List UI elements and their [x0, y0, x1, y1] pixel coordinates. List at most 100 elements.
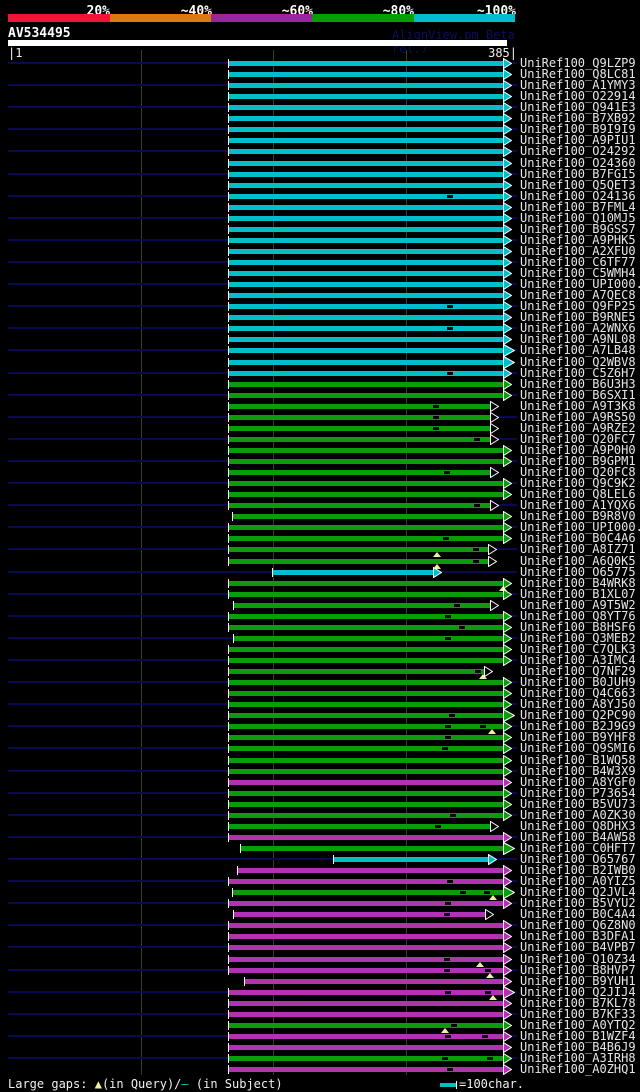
alignment-bar[interactable]: [229, 1055, 503, 1061]
hit-label[interactable]: UniRef100_C7QLK3: [520, 641, 636, 656]
hit-label[interactable]: UniRef100_Q4C663: [520, 686, 636, 701]
hit-label[interactable]: UniRef100_C0HFT7: [520, 840, 636, 855]
alignment-bar[interactable]: [229, 326, 503, 332]
hit-label[interactable]: UniRef100_A9P0H0: [520, 442, 636, 457]
alignment-bar[interactable]: [229, 746, 503, 752]
hit-label[interactable]: UniRef100_A9PIU1: [520, 133, 636, 148]
hit-label[interactable]: UniRef100_Q9LZP9: [520, 56, 636, 70]
hit-label[interactable]: UniRef100_Q3MEB2: [520, 630, 636, 645]
alignment-bar[interactable]: [238, 868, 503, 873]
alignment-bar[interactable]: [229, 1000, 503, 1006]
alignment-bar[interactable]: [234, 635, 503, 641]
alignment-bar[interactable]: [229, 801, 503, 807]
alignment-bar[interactable]: [229, 271, 503, 276]
alignment-bar[interactable]: [229, 580, 503, 586]
alignment-bar[interactable]: [229, 1044, 503, 1050]
hit-label[interactable]: UniRef100_B7KF33: [520, 1006, 636, 1021]
hit-label[interactable]: UniRef100_Q941E3: [520, 100, 636, 115]
hit-label[interactable]: UniRef100_B2J9G9: [520, 719, 636, 734]
alignment-bar[interactable]: [229, 127, 503, 133]
alignment-bar[interactable]: [229, 116, 503, 122]
hit-label[interactable]: UniRef100_P73654: [520, 785, 636, 800]
hit-label[interactable]: UniRef100_A8IZ71: [520, 542, 636, 557]
alignment-bar[interactable]: [229, 105, 503, 111]
alignment-bar[interactable]: [229, 658, 503, 663]
hit-label[interactable]: UniRef100_A9T5W2: [520, 597, 636, 612]
hit-label[interactable]: UniRef100_Q20FC8: [520, 465, 636, 479]
alignment-bar[interactable]: [229, 392, 503, 398]
alignment-bar[interactable]: [229, 193, 503, 199]
alignment-bar[interactable]: [229, 459, 503, 464]
alignment-bar[interactable]: [229, 956, 503, 962]
alignment-bar[interactable]: [229, 591, 503, 597]
hit-label[interactable]: UniRef100_UPI000..: [520, 520, 640, 535]
alignment-bar[interactable]: [229, 669, 484, 674]
hit-label[interactable]: UniRef100_A3IRH8: [520, 1050, 636, 1065]
alignment-bar[interactable]: [229, 735, 503, 741]
alignment-bar[interactable]: [229, 923, 503, 929]
hit-label[interactable]: UniRef100_A8YGF0: [520, 774, 636, 789]
alignment-bar[interactable]: [229, 315, 503, 321]
hit-label[interactable]: UniRef100_B9R8V0: [520, 509, 636, 524]
alignment-bar[interactable]: [229, 757, 503, 763]
alignment-bar[interactable]: [229, 160, 503, 166]
hit-label[interactable]: UniRef100_B7FML4: [520, 199, 636, 214]
hit-label[interactable]: UniRef100_A7LB48: [520, 343, 636, 358]
hit-label[interactable]: UniRef100_A0ZHQ1: [520, 1062, 636, 1076]
hit-label[interactable]: UniRef100_Q10MJ5: [520, 210, 636, 225]
alignment-bar[interactable]: [229, 348, 503, 354]
alignment-bar[interactable]: [229, 226, 503, 232]
hit-label[interactable]: UniRef100_Q2WBV8: [520, 354, 636, 369]
hit-label[interactable]: UniRef100_Q20FC7: [520, 431, 636, 446]
alignment-bar[interactable]: [229, 72, 503, 78]
hit-label[interactable]: UniRef100_A2XFU0: [520, 243, 636, 258]
hit-label[interactable]: UniRef100_A0YTQ2: [520, 1017, 636, 1032]
alignment-bar[interactable]: [229, 823, 490, 829]
hit-label[interactable]: UniRef100_B4AW58: [520, 829, 636, 844]
hit-label[interactable]: UniRef100_Q9C9K2: [520, 476, 636, 491]
hit-label[interactable]: UniRef100_B7FGI5: [520, 166, 636, 181]
hit-label[interactable]: UniRef100_Q8YT76: [520, 608, 636, 623]
hit-label[interactable]: UniRef100_O22914: [520, 89, 636, 104]
alignment-bar[interactable]: [229, 901, 503, 907]
alignment-bar[interactable]: [229, 94, 503, 100]
hit-label[interactable]: UniRef100_B4W3X9: [520, 763, 636, 778]
alignment-bar[interactable]: [229, 237, 503, 243]
alignment-bar[interactable]: [233, 890, 503, 896]
hit-label[interactable]: UniRef100_C5Z6H7: [520, 365, 636, 380]
hit-label[interactable]: UniRef100_B9GPM1: [520, 454, 636, 468]
alignment-bar[interactable]: [229, 149, 503, 155]
alignment-bar[interactable]: [229, 812, 503, 818]
alignment-bar[interactable]: [229, 182, 503, 188]
alignment-bar[interactable]: [273, 569, 433, 575]
hit-label[interactable]: UniRef100_B2IWB0: [520, 863, 636, 877]
hit-label[interactable]: UniRef100_Q8LEL6: [520, 487, 636, 502]
alignment-bar[interactable]: [229, 481, 503, 487]
hit-label[interactable]: UniRef100_A6Q0K5: [520, 553, 636, 568]
alignment-bar[interactable]: [229, 215, 503, 221]
alignment-bar[interactable]: [229, 624, 503, 630]
hit-label[interactable]: UniRef100_Q2JIJ4: [520, 984, 636, 999]
alignment-bar[interactable]: [229, 691, 503, 697]
alignment-bar[interactable]: [229, 1067, 503, 1072]
hit-label[interactable]: UniRef100_Q5QET3: [520, 177, 636, 192]
alignment-bar[interactable]: [229, 414, 490, 420]
hit-label[interactable]: UniRef100_O24136: [520, 188, 636, 203]
hit-label[interactable]: UniRef100_O65775: [520, 564, 636, 579]
hit-label[interactable]: UniRef100_A8YJ50: [520, 697, 636, 712]
hit-label[interactable]: UniRef100_B4VPB7: [520, 940, 636, 955]
alignment-bar[interactable]: [234, 912, 485, 918]
alignment-bar[interactable]: [229, 470, 490, 475]
alignment-bar[interactable]: [229, 248, 503, 254]
hit-label[interactable]: UniRef100_A9T3K8: [520, 398, 636, 413]
hit-label[interactable]: UniRef100_B7XB92: [520, 111, 636, 126]
hit-label[interactable]: UniRef100_B1WZF4: [520, 1028, 636, 1043]
alignment-bar[interactable]: [229, 138, 503, 144]
alignment-bar[interactable]: [229, 492, 503, 498]
alignment-bar[interactable]: [229, 381, 503, 387]
hit-label[interactable]: UniRef100_Q6Z8N0: [520, 918, 636, 933]
hit-label[interactable]: UniRef100_Q9SMI6: [520, 741, 636, 756]
alignment-bar[interactable]: [229, 370, 503, 376]
alignment-bar[interactable]: [229, 613, 503, 619]
alignment-bar[interactable]: [229, 713, 503, 719]
